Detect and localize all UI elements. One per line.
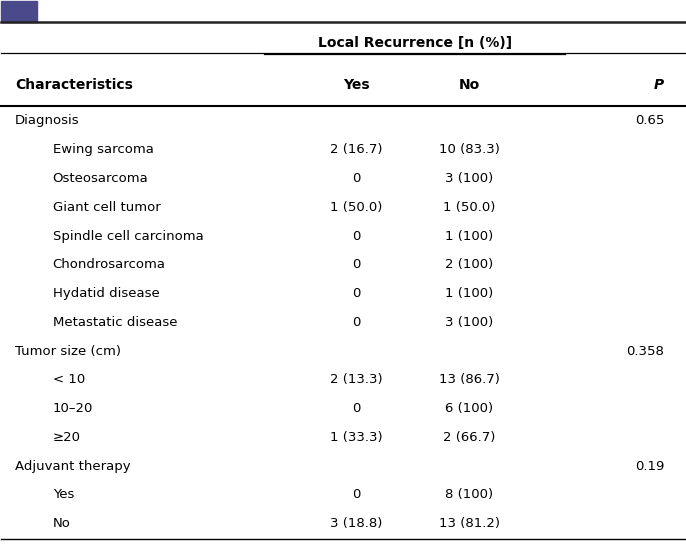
Text: No: No [53,517,71,530]
Text: 0: 0 [353,402,361,415]
Text: 0: 0 [353,230,361,243]
Text: 1 (50.0): 1 (50.0) [443,201,495,214]
Text: 3 (100): 3 (100) [445,316,493,329]
Text: Spindle cell carcinoma: Spindle cell carcinoma [53,230,203,243]
Text: 6 (100): 6 (100) [445,402,493,415]
Text: 0.358: 0.358 [626,344,664,357]
Text: P: P [654,78,664,92]
Text: 2 (100): 2 (100) [445,258,493,271]
Text: Tumor size (cm): Tumor size (cm) [15,344,121,357]
Text: 0.19: 0.19 [635,460,664,473]
Text: Adjuvant therapy: Adjuvant therapy [15,460,130,473]
Text: 10–20: 10–20 [53,402,93,415]
Text: 1 (50.0): 1 (50.0) [331,201,383,214]
Text: 2 (66.7): 2 (66.7) [443,431,495,444]
Text: Chondrosarcoma: Chondrosarcoma [53,258,165,271]
Text: Ewing sarcoma: Ewing sarcoma [53,143,154,156]
Text: 2 (16.7): 2 (16.7) [331,143,383,156]
Text: 8 (100): 8 (100) [445,489,493,502]
Text: Giant cell tumor: Giant cell tumor [53,201,161,214]
Text: Osteosarcoma: Osteosarcoma [53,172,148,185]
Text: Metastatic disease: Metastatic disease [53,316,177,329]
Text: No: No [459,78,480,92]
Text: 0.65: 0.65 [635,114,664,127]
Text: 2 (13.3): 2 (13.3) [331,373,383,386]
Text: 0: 0 [353,316,361,329]
Text: Characteristics: Characteristics [15,78,133,92]
Text: 10 (83.3): 10 (83.3) [439,143,500,156]
Text: 0: 0 [353,172,361,185]
Text: 0: 0 [353,258,361,271]
Text: Hydatid disease: Hydatid disease [53,287,159,300]
Text: ≥20: ≥20 [53,431,81,444]
Bar [1,2,37,22]
Text: 0: 0 [353,489,361,502]
Text: Yes: Yes [344,78,370,92]
Text: 13 (81.2): 13 (81.2) [439,517,500,530]
Text: < 10: < 10 [53,373,85,386]
Text: 1 (100): 1 (100) [445,287,493,300]
Text: 13 (86.7): 13 (86.7) [439,373,500,386]
Text: 0: 0 [353,287,361,300]
Text: 1 (100): 1 (100) [445,230,493,243]
Text: 3 (18.8): 3 (18.8) [331,517,383,530]
Text: Diagnosis: Diagnosis [15,114,80,127]
Text: 3 (100): 3 (100) [445,172,493,185]
Text: Local Recurrence [n (%)]: Local Recurrence [n (%)] [318,36,512,50]
Text: Yes: Yes [53,489,74,502]
Text: 1 (33.3): 1 (33.3) [331,431,383,444]
